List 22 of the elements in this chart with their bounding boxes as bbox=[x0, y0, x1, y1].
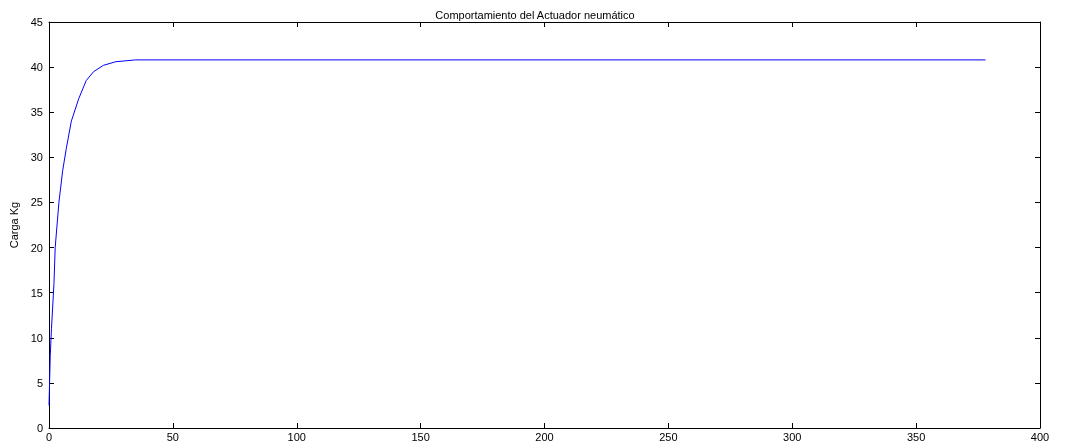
y-tick-label: 45 bbox=[30, 16, 43, 28]
y-tick-label: 0 bbox=[36, 422, 43, 434]
x-tick-label: 150 bbox=[411, 430, 430, 443]
y-tick-label: 15 bbox=[30, 286, 43, 299]
x-tick-label: 350 bbox=[906, 430, 926, 443]
y-tick-label: 30 bbox=[30, 151, 43, 164]
y-tick-label: 10 bbox=[30, 331, 43, 344]
y-axis-title: Carga Kg bbox=[8, 201, 21, 249]
y-tick-label: 35 bbox=[30, 106, 43, 119]
chart-title: Comportamiento del Actuador neumático bbox=[435, 8, 635, 21]
y-tick-label: 40 bbox=[30, 61, 43, 74]
y-tick-label: 5 bbox=[36, 376, 43, 389]
x-tick-label: 0 bbox=[45, 430, 53, 443]
x-tick-label: 100 bbox=[287, 430, 306, 443]
y-tick-label: 25 bbox=[30, 196, 43, 209]
x-tick-label: 250 bbox=[659, 430, 678, 443]
x-tick-label: 300 bbox=[783, 430, 802, 443]
x-tick-label: 400 bbox=[1030, 430, 1050, 443]
x-tick-label: 200 bbox=[535, 430, 554, 443]
y-tick-label: 20 bbox=[30, 241, 43, 254]
x-tick-label: 50 bbox=[166, 430, 179, 443]
line-series bbox=[48, 59, 986, 406]
